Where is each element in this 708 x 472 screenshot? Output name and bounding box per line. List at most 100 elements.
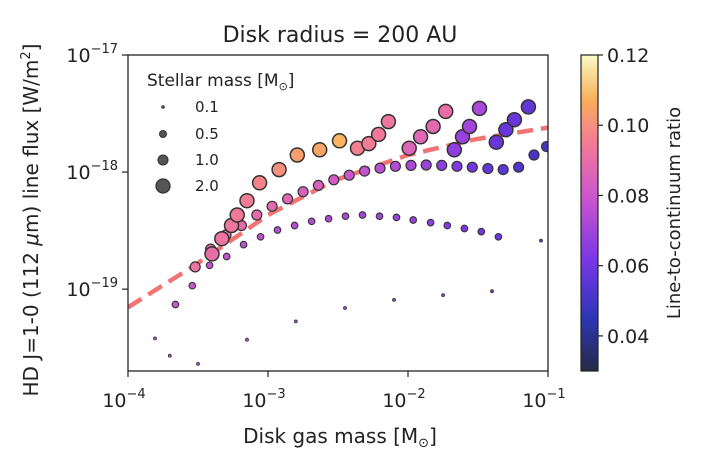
point-mstar-1.0-14 [405,159,417,171]
y-axis-label-mu: μ [19,233,43,247]
point-mstar-0.1-1 [167,353,172,358]
legend: Stellar mass [M⊙] 0.1 0.5 1.0 2.0 [147,71,294,195]
point-mstar-2.0-18 [446,142,463,158]
point-mstar-0.5-10 [341,212,350,221]
x-tick-label: 10−1 [522,387,565,412]
point-mstar-1.0-8 [312,179,324,191]
point-mstar-1.0-11 [359,165,371,177]
x-axis-label-suffix: ] [429,424,437,448]
point-mstar-1.0-7 [297,186,309,198]
colorbar-gradient [580,54,599,372]
colorbar-tick-label: 0.06 [607,256,649,278]
legend-label-0.5: 0.5 [195,125,219,143]
point-mstar-0.5-2 [205,261,214,270]
point-mstar-0.1-7 [441,293,446,298]
point-mstar-1.0-6 [282,193,294,205]
point-mstar-1.0-18 [466,161,478,173]
point-mstar-0.5-8 [307,217,316,226]
legend-title-suffix: ] [288,71,295,91]
point-mstar-0.5-18 [477,227,486,236]
point-mstar-2.0-8 [311,142,328,158]
plot-area [127,54,549,372]
point-mstar-2.0-22 [488,134,505,150]
point-mstar-2.0-16 [425,118,441,135]
y-axis-label-end: ] [19,44,43,52]
point-mstar-0.5-5 [256,232,265,241]
point-mstar-1.0-21 [512,161,525,173]
x-axis-ticks: 10−4 10−3 10−2 10−1 [102,371,566,412]
x-tick-label: 10−4 [102,387,145,412]
point-mstar-1.0-0 [189,261,201,273]
point-mstar-0.1-9 [539,238,543,243]
x-tick-label: 10−3 [242,387,285,412]
point-mstar-0.1-5 [343,306,347,310]
point-mstar-0.5-13 [392,213,401,222]
point-mstar-1.0-13 [389,160,401,172]
point-mstar-2.0-25 [520,99,537,115]
point-mstar-0.1-3 [245,337,249,342]
y-axis-label-main: HD J=1-0 (112 [19,246,43,397]
legend-label-2.0: 2.0 [195,177,219,195]
point-mstar-0.1-4 [293,319,298,324]
y-axis-label: HD J=1-0 (112 μm) line flux [W/m2] [19,44,43,397]
point-mstar-0.5-11 [358,211,367,219]
y-tick-label: 10−17 [66,42,118,67]
legend-marker-2.0 [155,178,171,194]
legend-marker-0.5 [159,130,167,138]
point-mstar-2.0-3 [229,207,245,223]
point-mstar-2.0-0 [204,246,220,262]
point-mstar-0.5-17 [460,224,469,233]
point-mstar-0.5-16 [443,221,452,230]
point-mstar-2.0-7 [289,147,306,163]
point-mstar-1.0-10 [343,169,355,181]
point-mstar-1.0-22 [528,149,540,161]
point-mstar-1.0-16 [436,159,448,171]
y-axis-ticks: 10−19 10−18 10−17 [66,42,128,301]
point-mstar-0.5-3 [222,252,231,261]
colorbar-tick-label: 0.04 [607,326,649,348]
legend-title-prefix: Stellar mass [M [147,71,279,91]
legend-label-0.1: 0.1 [195,98,219,116]
colorbar: 0.04 0.06 0.08 0.10 0.12 Line-to-continuum r… [580,45,685,372]
point-mstar-0.5-14 [409,216,418,224]
point-mstar-0.5-19 [494,232,503,241]
point-mstar-0.5-15 [426,218,435,227]
point-mstar-2.0-23 [498,121,514,138]
point-mstar-2.0-15 [412,129,429,145]
x-axis-label-prefix: Disk gas mass [M [243,424,418,448]
point-mstar-2.0-14 [401,140,417,156]
point-mstar-2.0-13 [380,113,397,130]
point-mstar-0.1-0 [153,336,157,341]
point-mstar-2.0-5 [251,175,268,191]
point-mstar-2.0-4 [239,192,255,209]
point-mstar-0.5-4 [239,240,248,249]
point-mstar-1.0-4 [251,209,263,221]
point-mstar-2.0-12 [370,126,387,143]
y-axis-label-exp: 2 [19,51,34,59]
point-mstar-1.0-20 [497,164,509,176]
legend-title: Stellar mass [M⊙] [147,71,294,93]
legend-marker-0.1 [161,105,165,109]
point-mstar-2.0-17 [437,103,454,120]
point-mstar-2.0-11 [361,135,377,152]
point-mstar-2.0-6 [271,161,287,178]
colorbar-tick-label: 0.08 [607,185,649,207]
plot-frame [127,54,549,372]
chart-title: Disk radius = 200 AU [223,23,458,48]
y-tick-label: 10−18 [66,159,118,184]
point-mstar-1.0-5 [266,200,278,212]
point-mstar-1.0-17 [451,160,463,172]
point-mstar-0.5-9 [324,214,333,223]
colorbar-label: Line-to-continuum ratio [664,107,685,319]
point-mstar-0.5-7 [290,221,299,230]
colorbar-ticks: 0.04 0.06 0.08 0.10 0.12 [598,45,649,348]
legend-label-1.0: 1.0 [195,151,219,169]
point-mstar-0.5-6 [273,226,282,234]
colorbar-tick-label: 0.10 [607,115,649,137]
point-mstar-2.0-1 [214,230,230,247]
point-mstar-2.0-21 [471,100,488,117]
trend-line [128,125,548,310]
point-mstar-0.5-0 [171,300,180,309]
point-mstar-2.0-24 [506,111,523,128]
